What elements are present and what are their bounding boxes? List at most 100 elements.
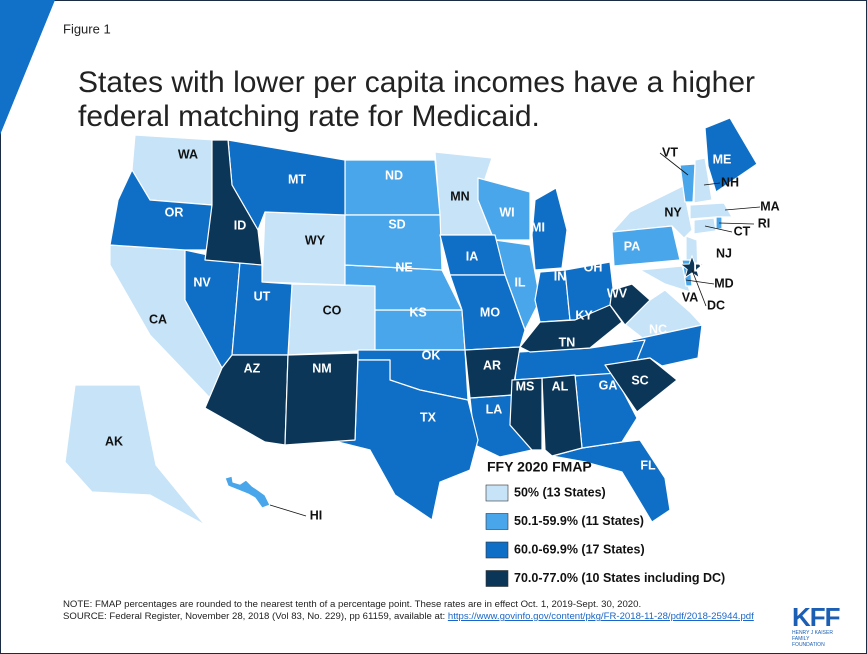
leader-line (691, 269, 707, 307)
state-label: DC (707, 298, 725, 312)
state-shape (609, 283, 651, 326)
source-link[interactable]: https://www.govinfo.gov/content/pkg/FR-2… (447, 611, 754, 622)
state-label: ME (713, 152, 732, 166)
state-label: VA (682, 290, 698, 304)
state-label: CO (323, 303, 342, 317)
state-label: GA (599, 378, 618, 392)
state-label: VT (662, 145, 678, 159)
state-label: AR (483, 358, 501, 372)
legend-swatch (485, 513, 509, 530)
state-shape (224, 475, 271, 509)
state-label: KS (409, 305, 426, 319)
state-label: FL (640, 458, 656, 472)
state-shape (109, 169, 213, 251)
state-label: AK (105, 434, 123, 448)
note: NOTE: FMAP percentages are rounded to th… (63, 599, 642, 610)
figure-label: Figure 1 (63, 21, 111, 36)
state-shape (287, 283, 376, 356)
state-label: DE (693, 260, 710, 274)
source-text: SOURCE: Federal Register, November 28, 2… (63, 611, 446, 622)
state-label: MT (288, 172, 306, 186)
state-label: PA (624, 239, 640, 253)
state-label: HI (310, 508, 323, 522)
state-label: CA (149, 312, 167, 326)
state-label: AL (552, 379, 569, 393)
state-label: MO (480, 305, 500, 319)
state-label: TN (559, 335, 576, 349)
state-label: NE (395, 260, 412, 274)
legend-label: 50.1-59.9% (11 States) (514, 514, 644, 528)
state-label: KY (575, 308, 593, 322)
logo: KFF HENRY J KAISER FAMILY FOUNDATION (792, 604, 852, 648)
state-shape (693, 157, 713, 204)
state-label: NV (193, 275, 211, 289)
state-label: MA (760, 199, 779, 213)
logo-sub: HENRY J KAISER FAMILY FOUNDATION (792, 630, 833, 648)
leader-line (718, 222, 755, 225)
legend-swatch (485, 484, 509, 502)
state-label: WA (178, 147, 198, 161)
state-shape (261, 211, 346, 286)
legend-label: 70.0-77.0% (10 States including DC) (514, 571, 725, 585)
state-label: NC (649, 322, 667, 336)
source: SOURCE: Federal Register, November 28, 2… (63, 611, 763, 623)
state-shape (344, 214, 443, 271)
leader-line (659, 152, 689, 176)
state-label: AZ (244, 361, 261, 375)
state-shape (679, 254, 705, 279)
state-shape (604, 357, 678, 413)
leader-line (685, 279, 715, 285)
logo-mark: KFF (792, 602, 841, 632)
state-label: ID (234, 218, 247, 232)
state-label: WI (499, 205, 514, 219)
legend: 50% (13 States) 50.1-59.9% (11 States) 60.… (485, 484, 725, 587)
state-label: IL (514, 275, 525, 289)
state-shape (639, 265, 691, 293)
state-label: TX (420, 410, 437, 424)
title-line: States with lower per capita incomes hav… (78, 66, 755, 99)
state-label: SC (631, 373, 648, 387)
state-label: NH (721, 175, 739, 189)
legend-title: FFY 2020 FMAP (487, 459, 592, 475)
state-label: WY (305, 233, 326, 247)
leader-line (269, 504, 307, 517)
state-shape (64, 384, 206, 526)
state-shape (509, 377, 543, 451)
state-label: IN (554, 269, 567, 283)
corner-tab (0, 0, 55, 135)
leader-line (724, 206, 761, 211)
state-label: CT (734, 224, 751, 238)
state-shape (541, 374, 583, 457)
state-shape (531, 187, 568, 271)
state-label: OH (584, 260, 603, 274)
state-label: NY (664, 205, 682, 219)
state-shape (679, 163, 696, 203)
state-shape (284, 352, 359, 446)
state-label: OK (422, 348, 441, 362)
state-label: NJ (716, 246, 732, 260)
state-shape (704, 117, 758, 193)
state-label: ND (385, 168, 403, 182)
state-label: SD (388, 217, 405, 231)
state-label: RI (758, 216, 771, 230)
footnotes: NOTE: FMAP percentages are rounded to th… (63, 599, 763, 623)
state-label: WV (607, 286, 628, 300)
state-label: LA (486, 402, 503, 416)
state-label: MN (450, 189, 469, 203)
state-shape (551, 439, 671, 523)
state-label: MS (516, 379, 535, 393)
states (64, 117, 758, 526)
state-label: NM (312, 361, 331, 375)
legend-label: 60.0-69.9% (17 States) (514, 542, 645, 556)
legend-swatch (485, 570, 509, 587)
state-label: MD (714, 276, 733, 290)
state-label: MI (531, 220, 545, 234)
state-labels: AK CA CO CT MD MA MN NH NJ NY VA WA WY DE HI IL KS NE ND PA… (105, 145, 780, 522)
title-line: federal matching rate for Medicaid. (78, 100, 540, 133)
state-shape (611, 225, 681, 267)
legend-swatch (485, 541, 509, 559)
state-shape (689, 202, 733, 220)
state-shape (204, 139, 263, 266)
